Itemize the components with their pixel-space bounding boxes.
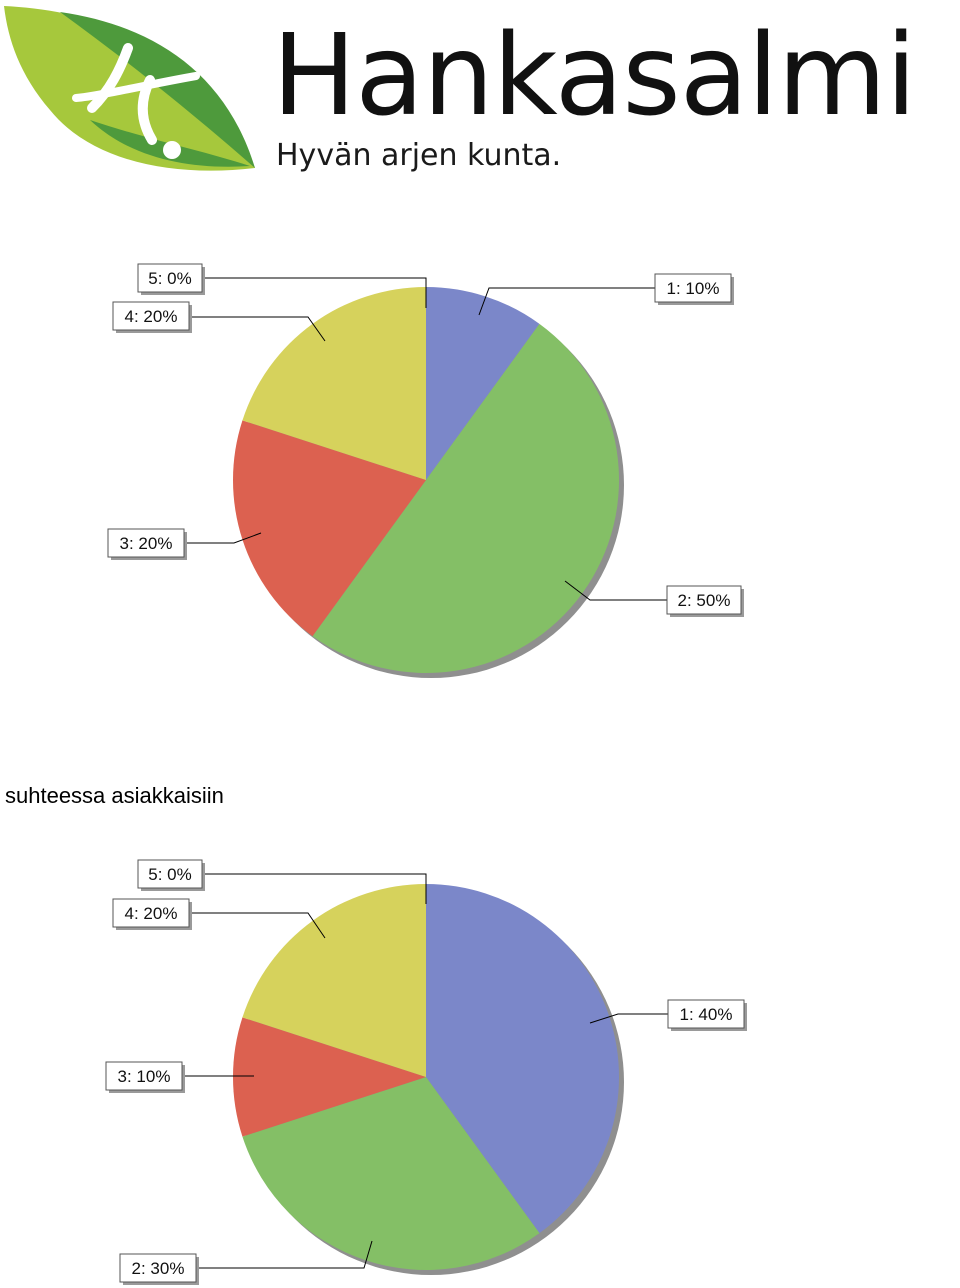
label-box-1 [654, 273, 732, 303]
leader-line-1 [589, 1013, 668, 1024]
pie-slice-1 [426, 884, 619, 1234]
leader-line-5 [202, 873, 427, 904]
data-label-5: 5: 0% [148, 269, 191, 288]
label-box-5 [137, 859, 203, 889]
data-label-2: 2: 30% [132, 1259, 185, 1278]
label-box-5 [137, 263, 203, 293]
data-label-1: 1: 10% [667, 279, 720, 298]
label-box-3 [107, 528, 185, 558]
data-label-2: 2: 50% [678, 591, 731, 610]
pie-slice-3 [233, 1017, 426, 1137]
leader-line-1 [478, 287, 655, 316]
pie-slice-4 [242, 884, 426, 1077]
brand-name: Hankasalmi [272, 11, 917, 141]
leader-line-2 [196, 1240, 373, 1269]
leader-line-4 [189, 316, 326, 342]
leader-line-2 [564, 580, 667, 601]
data-label-5: 5: 0% [148, 865, 191, 884]
section-heading: suhteessa asiakkaisiin [5, 783, 224, 808]
pie-chart-1: 1: 10% 2: 50% 3: 20% 4: 20% 5: 0% [107, 263, 744, 678]
pie-chart-2: 1: 40% 2: 30% 3: 10% 4: 20% 5: 0% [105, 859, 747, 1285]
brand-tagline: Hyvän arjen kunta. [276, 138, 562, 173]
data-label-3: 3: 20% [120, 534, 173, 553]
leader-line-3 [184, 532, 262, 544]
pie-slice-1 [426, 287, 540, 480]
header: Hankasalmi Hyvän arjen kunta. [0, 0, 960, 200]
pie-slice-4 [242, 287, 426, 480]
pie-slice-3 [232, 420, 426, 637]
label-box-4 [112, 301, 190, 331]
pie-slice-2 [312, 323, 619, 673]
label-box-2 [666, 585, 742, 615]
data-label-4: 4: 20% [125, 904, 178, 923]
label-box-1 [667, 999, 745, 1029]
label-box-4 [112, 898, 190, 928]
label-box-2 [119, 1253, 197, 1283]
leader-line-4 [189, 912, 326, 939]
leaf-logo-icon [4, 6, 255, 171]
label-box-3 [105, 1061, 183, 1091]
data-label-3: 3: 10% [118, 1067, 171, 1086]
data-label-1: 1: 40% [680, 1005, 733, 1024]
pie-slice-2 [242, 1077, 540, 1270]
data-label-4: 4: 20% [125, 307, 178, 326]
leader-line-5 [202, 277, 427, 308]
